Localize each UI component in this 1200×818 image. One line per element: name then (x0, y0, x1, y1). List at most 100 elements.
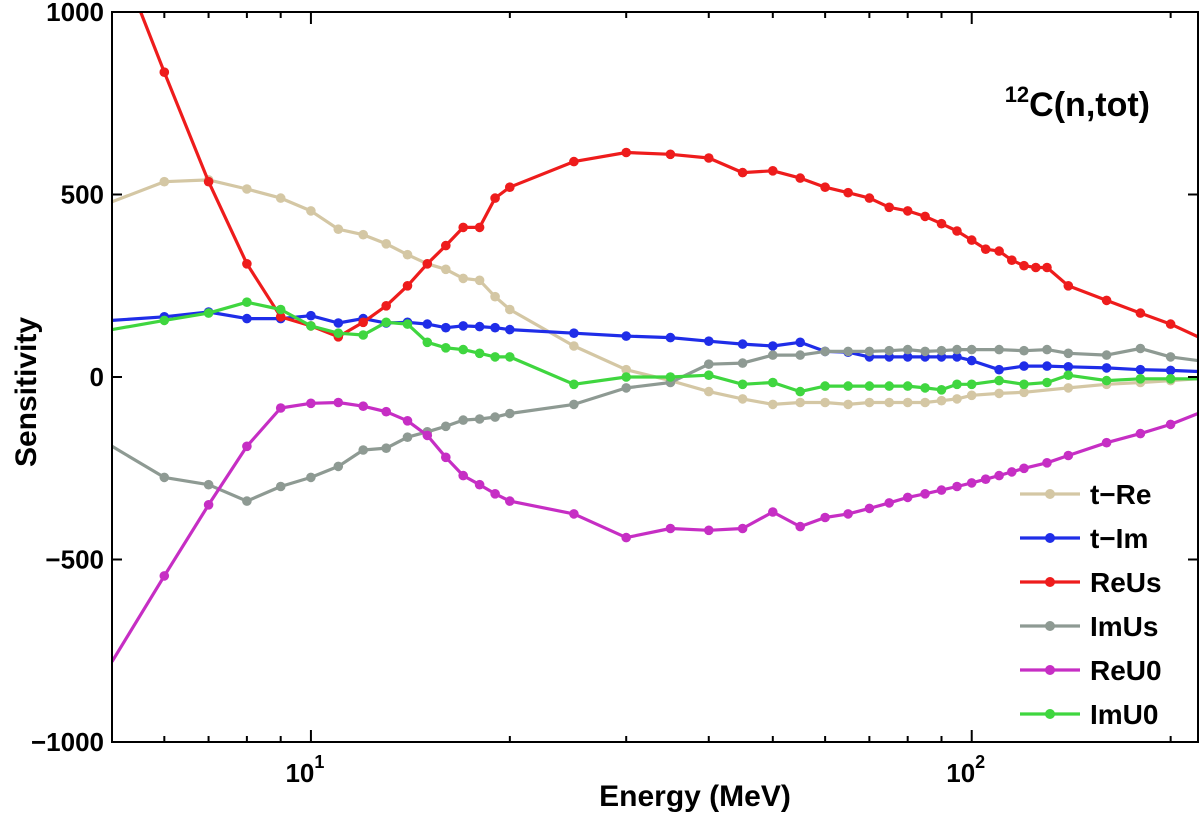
data-point (306, 321, 316, 331)
data-point (737, 167, 748, 178)
data-point (966, 390, 977, 401)
data-point (994, 470, 1004, 481)
data-point (1042, 262, 1052, 273)
data-point (884, 202, 894, 213)
data-point (203, 176, 214, 187)
data-point (1135, 308, 1146, 318)
series-line-0 (112, 178, 1198, 406)
data-point (422, 319, 433, 329)
data-point (458, 415, 469, 425)
legend-item: ImUs (1020, 611, 1158, 642)
data-point (381, 443, 392, 454)
data-point (1063, 362, 1074, 372)
data-point (795, 386, 805, 397)
data-point (820, 381, 830, 391)
data-point (768, 377, 778, 388)
data-point (864, 346, 875, 357)
data-point (920, 346, 930, 357)
data-point (333, 224, 344, 234)
x-tick-label: 101 (285, 752, 324, 788)
data-point (422, 337, 433, 348)
data-point (203, 500, 214, 510)
data-point (936, 385, 947, 395)
data-point (474, 275, 485, 286)
data-point (936, 485, 947, 495)
data-point (490, 412, 500, 422)
data-point (505, 408, 515, 419)
data-point (1165, 419, 1176, 430)
legend-swatch-marker (1045, 621, 1055, 631)
data-point (704, 525, 714, 536)
data-point (441, 264, 451, 275)
data-point (474, 414, 485, 424)
data-point (490, 291, 500, 302)
series-line-3 (112, 346, 1198, 503)
data-point (242, 259, 252, 269)
data-point (159, 472, 170, 483)
series-line-1 (112, 310, 1198, 374)
legend-label: t−Im (1090, 523, 1148, 554)
data-point (1135, 364, 1146, 375)
legend-label: ImUs (1090, 611, 1158, 642)
data-point (381, 317, 392, 328)
data-point (1165, 319, 1176, 329)
data-point (1019, 361, 1029, 371)
data-point (920, 383, 930, 393)
data-point (737, 523, 748, 534)
data-point (980, 244, 991, 254)
series-1 (112, 307, 1198, 376)
legend-item: ImU0 (1020, 699, 1158, 730)
data-point (402, 319, 413, 329)
data-point (1019, 260, 1029, 271)
data-point (333, 397, 344, 408)
y-tick-label: 500 (61, 180, 104, 210)
data-point (820, 397, 830, 408)
data-point (704, 359, 714, 370)
data-point (843, 381, 853, 391)
legend-item: ReUs (1020, 567, 1162, 598)
data-point (952, 379, 962, 390)
data-point (936, 218, 947, 229)
data-point (621, 383, 631, 393)
data-point (920, 211, 930, 222)
legend-item: t−Re (1020, 479, 1151, 510)
data-point (1101, 295, 1112, 306)
data-point (1042, 344, 1052, 355)
data-point (381, 406, 392, 417)
series-4 (112, 397, 1198, 663)
data-point (441, 322, 451, 333)
series-5 (112, 297, 1198, 397)
data-point (1101, 437, 1112, 448)
data-point (490, 322, 500, 333)
data-point (474, 479, 485, 490)
data-point (569, 328, 579, 339)
data-point (768, 507, 778, 517)
data-point (358, 330, 369, 340)
y-tick-label: 0 (90, 362, 104, 392)
x-tick-label: 102 (946, 752, 985, 788)
data-point (1135, 428, 1146, 439)
data-point (1007, 467, 1017, 477)
data-point (1165, 365, 1176, 376)
legend-item: ReU0 (1020, 655, 1162, 686)
data-point (737, 394, 748, 404)
data-point (1101, 375, 1112, 386)
data-point (665, 523, 676, 534)
data-point (795, 521, 805, 532)
data-point (333, 328, 344, 339)
data-point (704, 386, 714, 397)
data-point (402, 249, 413, 260)
ticks-layer: 1000 500 0 −500 −1000 101 102 (31, 0, 1198, 788)
series-0 (112, 175, 1198, 410)
data-point (902, 492, 913, 503)
data-point (884, 397, 894, 408)
data-point (458, 344, 469, 355)
data-point (441, 343, 451, 353)
data-point (936, 345, 947, 356)
data-point (768, 399, 778, 410)
data-point (242, 313, 252, 324)
data-point (704, 370, 714, 381)
data-point (966, 379, 977, 390)
data-point (994, 388, 1004, 399)
